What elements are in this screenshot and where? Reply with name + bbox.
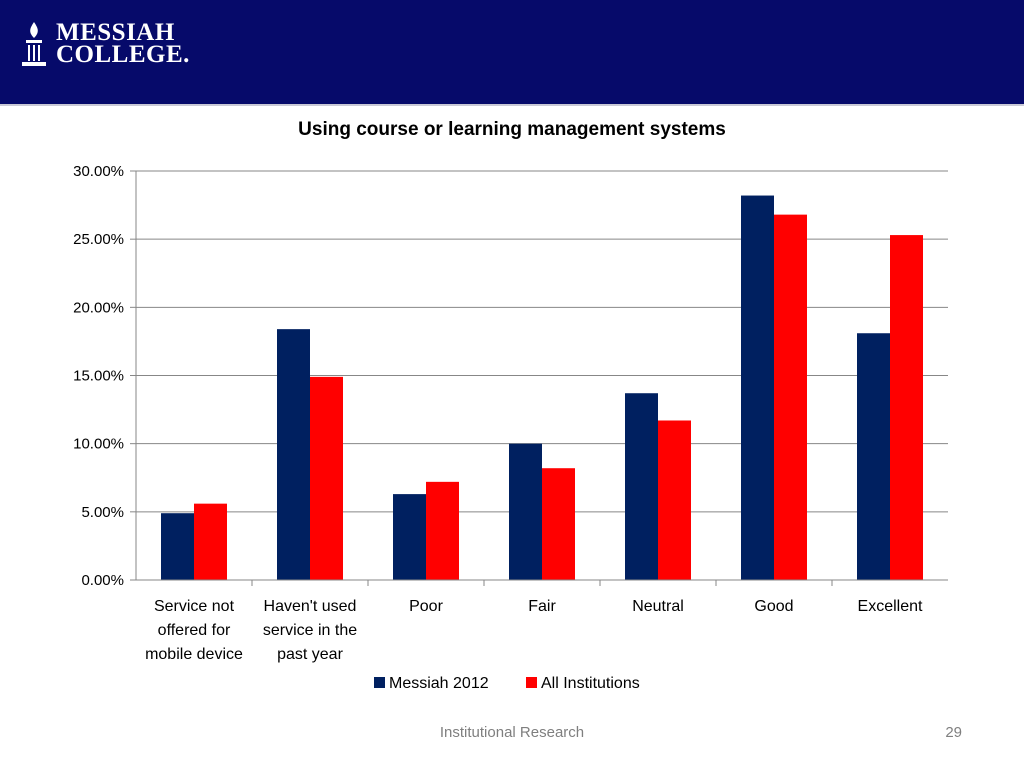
bar-messiah-2012 (509, 443, 542, 580)
x-category-label: Neutral (632, 598, 684, 615)
legend: Messiah 2012 All Institutions (374, 675, 640, 692)
y-tick-label: 0.00% (81, 572, 124, 589)
y-tick-label: 20.00% (73, 299, 124, 316)
x-category-label: Excellent (858, 598, 923, 615)
bar-messiah-2012 (277, 329, 310, 580)
legend-swatch (374, 677, 385, 688)
torch-logo-icon (22, 22, 46, 66)
bar-messiah-2012 (393, 494, 426, 580)
y-tick-label: 10.00% (73, 436, 124, 453)
bar-messiah-2012 (741, 195, 774, 581)
logo-wordmark: MESSIAH COLLEGE. (56, 19, 190, 68)
y-tick-label: 30.00% (73, 163, 124, 180)
legend-entry: Messiah 2012 (374, 675, 489, 692)
footer-text: Institutional Research (439, 724, 585, 741)
page-number: 29 (945, 724, 962, 741)
bar-all-institutions (890, 235, 923, 580)
y-tick-label: 5.00% (81, 504, 124, 521)
bar-all-institutions (194, 503, 227, 580)
bar-all-institutions (658, 420, 691, 580)
y-tick-label: 25.00% (73, 231, 124, 248)
bar-all-institutions (426, 481, 459, 580)
x-category-label: Service not offered for mobile device (145, 598, 243, 663)
header-divider (0, 104, 1024, 106)
x-category-label: Haven't used service in the past year (263, 598, 357, 663)
x-category-label: Good (754, 598, 793, 615)
y-axis-ticks: 0.00% 5.00% 10.00% 15.00% 20.00% 25.00% 30.00% (73, 163, 136, 589)
legend-swatch (526, 677, 537, 688)
legend-label: All Institutions (541, 675, 640, 692)
bar-all-institutions (774, 214, 807, 581)
bar-messiah-2012 (161, 513, 194, 580)
bar-all-institutions (310, 376, 343, 580)
chart-title: Using course or learning management syst… (298, 119, 726, 140)
logo-line-1: MESSIAH (56, 19, 175, 46)
axes (135, 171, 948, 586)
bar-all-institutions (542, 468, 575, 580)
x-category-label: Fair (528, 598, 556, 615)
logo-line-2: COLLEGE. (56, 41, 190, 68)
header-banner: MESSIAH COLLEGE. (0, 0, 1024, 104)
x-category-label: Poor (409, 598, 443, 615)
legend-entry: All Institutions (526, 675, 640, 692)
y-tick-label: 15.00% (73, 368, 124, 385)
bar-messiah-2012 (857, 333, 890, 580)
bars (161, 195, 923, 581)
bar-messiah-2012 (625, 393, 658, 580)
x-axis-labels: Service not offered for mobile device Haven… (145, 598, 923, 663)
legend-label: Messiah 2012 (389, 675, 489, 692)
college-logo: MESSIAH COLLEGE. (18, 18, 190, 70)
